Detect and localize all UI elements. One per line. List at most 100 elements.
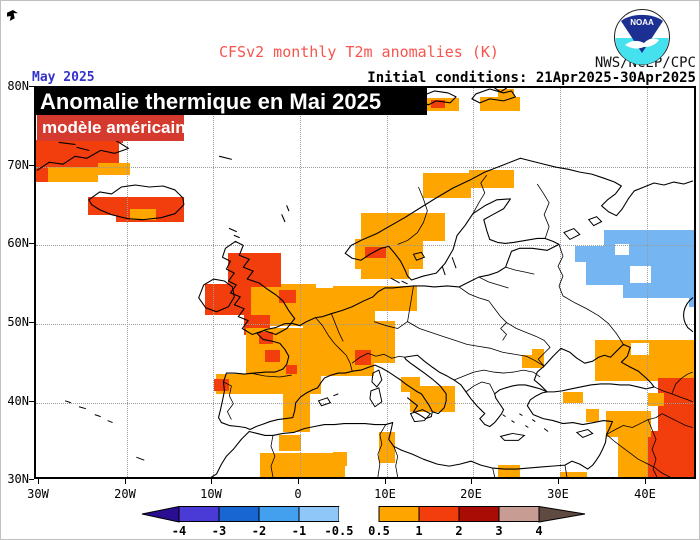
x-axis-tick (125, 479, 126, 484)
anomaly-cell (279, 290, 296, 303)
colorbar-segment (178, 506, 220, 522)
anomaly-cell (498, 89, 514, 98)
gridline-vertical (127, 88, 128, 477)
colorbar-arrow-left (141, 505, 180, 523)
anomaly-cell (604, 230, 694, 247)
map-canvas (34, 86, 696, 479)
gridline-vertical (387, 88, 388, 477)
x-axis-label: 30E (547, 487, 569, 501)
colorbar-tick-label: 2 (455, 524, 463, 538)
anomaly-cell (36, 168, 50, 182)
x-axis-tick (471, 479, 472, 484)
gridline-horizontal (36, 324, 694, 325)
chart-title: CFSv2 monthly T2m anomalies (K) (219, 43, 499, 61)
anomaly-cell (522, 355, 544, 368)
anomaly-cell (410, 386, 455, 412)
anomaly-cell (561, 474, 577, 477)
colorbar-tick-label: -2 (251, 524, 267, 538)
gridline-horizontal (36, 245, 694, 246)
colorbar-arrow-right (538, 505, 586, 523)
x-axis-tick (645, 479, 646, 484)
x-axis-label: 20W (114, 487, 136, 501)
gridline-vertical (300, 88, 301, 477)
subhead-banner: modèle américain (37, 115, 186, 141)
noaa-logo-icon: NOAA (613, 8, 671, 66)
colorbar-segment (458, 506, 500, 522)
anomaly-cell (265, 350, 280, 362)
x-axis-label: 20E (460, 487, 482, 501)
y-axis-label: 80N (7, 79, 29, 93)
headline-banner: Anomalie thermique en Mai 2025 (34, 88, 427, 115)
gridline-vertical (647, 88, 648, 477)
anomaly-cell (631, 343, 649, 355)
colorbar-tick-label: 0.5 (368, 524, 390, 538)
anomaly-cell (575, 246, 694, 262)
subhead-text: modèle américain (42, 118, 186, 137)
x-axis-label: 40E (634, 487, 656, 501)
anomaly-cell (98, 163, 130, 175)
anomaly-cell (615, 244, 629, 255)
anomaly-cell (361, 265, 409, 279)
anomaly-cell (689, 297, 694, 307)
anomaly-cell (375, 288, 417, 310)
anomaly-cell (260, 453, 345, 477)
x-axis-tick (298, 479, 299, 484)
x-axis-tick (385, 479, 386, 484)
y-axis-tick (29, 86, 34, 87)
anomaly-cell (618, 431, 648, 477)
anomaly-cell (214, 379, 229, 391)
period-label: May 2025 (32, 70, 95, 85)
coastlines-layer (36, 88, 694, 477)
colorbar-tick-label: 4 (535, 524, 543, 538)
anomaly-cell (651, 352, 694, 376)
y-axis-tick (29, 322, 34, 323)
anomaly-cell (630, 266, 651, 283)
noaa-logo-text: NOAA (630, 18, 654, 27)
anomaly-cell (532, 349, 544, 358)
anomaly-cell (216, 374, 321, 394)
anomaly-cell (423, 173, 471, 198)
headline-text: Anomalie thermique en Mai 2025 (40, 89, 382, 114)
anomaly-cell (279, 435, 301, 451)
x-axis-tick (558, 479, 559, 484)
anomaly-cell (48, 167, 98, 182)
anomaly-cell (365, 247, 386, 258)
y-axis-tick (29, 401, 34, 402)
gridline-vertical (473, 88, 474, 477)
anomaly-cell (333, 452, 347, 466)
colorbar-segment (339, 506, 379, 522)
gridline-horizontal (36, 167, 694, 168)
colorbar-segment (298, 506, 340, 522)
y-axis-tick (29, 165, 34, 166)
colorbar: -4 -3 -2 -1 -0.5 0.5 1 2 3 4 (141, 505, 586, 539)
colorbar-segment (258, 506, 300, 522)
colorbar-tick-label: 3 (495, 524, 503, 538)
x-axis-tick (38, 479, 39, 484)
y-axis-label: 50N (7, 315, 29, 329)
anomaly-cell (623, 284, 694, 298)
colorbar-segment (218, 506, 260, 522)
anomaly-cell (431, 100, 445, 108)
x-axis-tick (211, 479, 212, 484)
x-axis-label: 0 (294, 487, 302, 501)
colorbar-segment (498, 506, 540, 522)
initial-conditions-label: Initial conditions: 21Apr2025-30Apr2025 (367, 70, 696, 86)
y-axis-tick (29, 479, 34, 480)
colorbar-segment (418, 506, 460, 522)
y-axis-label: 40N (7, 394, 29, 408)
anomaly-cell (361, 213, 445, 241)
colorbar-tick-label: -4 (171, 524, 187, 538)
y-axis-tick (29, 243, 34, 244)
gridline-vertical (213, 88, 214, 477)
x-axis-label: 10E (374, 487, 396, 501)
anomaly-cell (480, 97, 520, 111)
anomaly-cell (283, 394, 310, 432)
corner-artifact-mark (7, 10, 18, 21)
colorbar-segment (378, 506, 420, 522)
anomaly-cell (286, 365, 297, 378)
anomaly-cell (498, 465, 520, 477)
y-axis-label: 30N (7, 472, 29, 486)
anomaly-cell (648, 393, 664, 406)
gridline-horizontal (36, 403, 694, 404)
